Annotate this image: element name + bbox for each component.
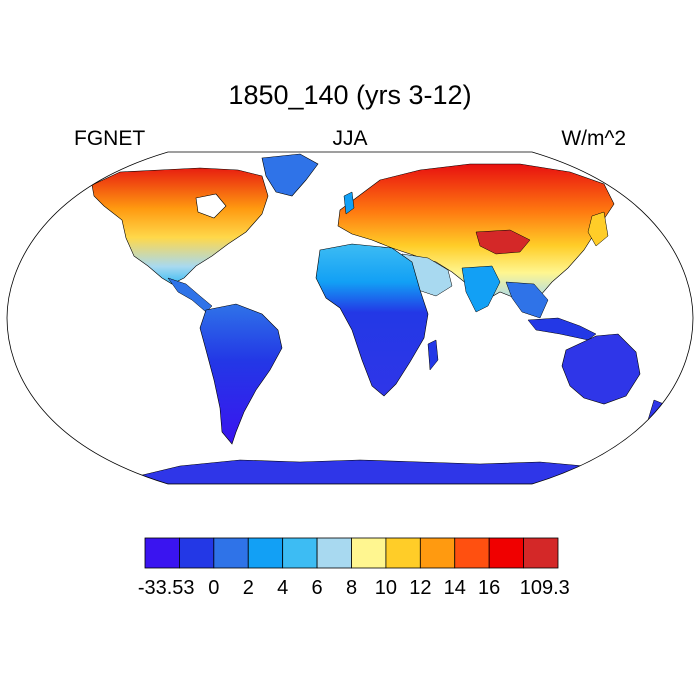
colorbar-box bbox=[488, 537, 524, 569]
colorbar-tick-label: 2 bbox=[242, 577, 254, 599]
variable-label: FGNET bbox=[74, 127, 146, 150]
colorbar-box bbox=[351, 537, 387, 569]
tibet bbox=[475, 229, 531, 255]
colorbar-tick-label: 12 bbox=[409, 577, 432, 599]
africa bbox=[315, 243, 429, 397]
southeast-asia bbox=[505, 281, 549, 319]
map-title: 1850_140 (yrs 3-12) bbox=[228, 80, 472, 110]
greenland bbox=[261, 153, 319, 197]
madagascar bbox=[427, 339, 439, 371]
units-label: W/m^2 bbox=[561, 127, 626, 150]
colorbar-box bbox=[282, 537, 318, 569]
uk bbox=[343, 191, 355, 215]
colorbar-tick-label: 6 bbox=[311, 577, 323, 599]
south-america bbox=[199, 303, 283, 445]
colorbar-tick-label: 10 bbox=[374, 577, 398, 599]
colorbar-tick-label: -33.53 bbox=[137, 577, 195, 599]
central-america bbox=[167, 277, 213, 313]
colorbar-box bbox=[247, 537, 284, 569]
colorbar-tick-label: 14 bbox=[443, 577, 466, 599]
colorbar-boxes bbox=[144, 537, 559, 569]
north-america bbox=[91, 167, 269, 285]
colorbar-tick-label: 16 bbox=[478, 577, 501, 599]
colorbar-box bbox=[316, 537, 352, 569]
antarctica bbox=[99, 459, 601, 484]
globe-outline bbox=[6, 151, 694, 485]
india bbox=[461, 265, 501, 313]
season-label: JJA bbox=[332, 127, 368, 150]
colorbar-tick-label: 0 bbox=[208, 577, 220, 599]
map-body bbox=[91, 153, 665, 484]
colorbar-tick-label: 109.3 bbox=[519, 577, 570, 599]
japan bbox=[587, 211, 609, 247]
colorbar-box bbox=[144, 537, 180, 569]
colorbar-box bbox=[454, 537, 490, 569]
colorbar-tick-label: 8 bbox=[345, 577, 358, 599]
colorbar-box bbox=[179, 537, 215, 569]
colorbar-box bbox=[213, 537, 249, 569]
indonesia bbox=[527, 317, 597, 341]
colorbar-box bbox=[385, 537, 421, 569]
colorbar-tick-label: 4 bbox=[277, 577, 289, 599]
colorbar-box bbox=[419, 537, 456, 569]
colorbar-box bbox=[523, 537, 559, 569]
hudson-bay bbox=[195, 193, 227, 219]
australia bbox=[561, 333, 641, 405]
